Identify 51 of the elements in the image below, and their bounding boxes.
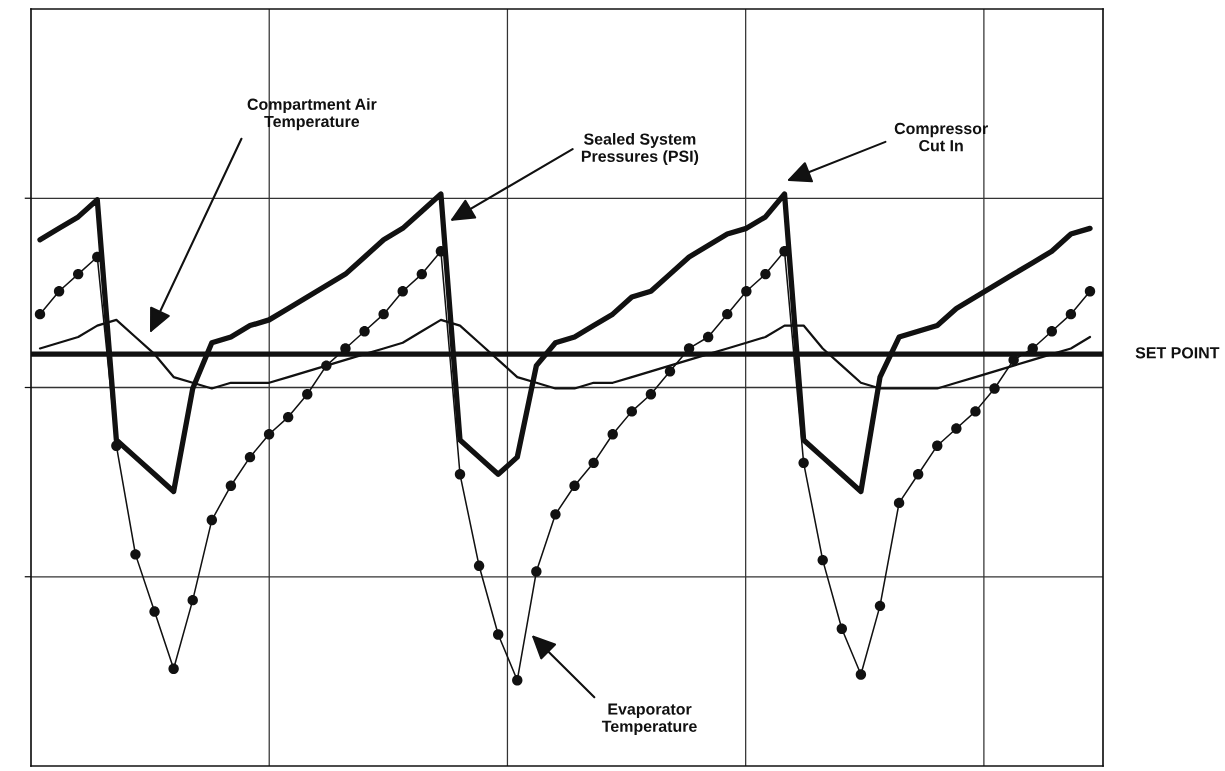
point: [664, 366, 676, 377]
text: Evaporator Temperature: [601, 703, 697, 736]
point: [1065, 308, 1077, 320]
point: [550, 509, 561, 520]
point: [760, 268, 771, 280]
point: [588, 457, 599, 469]
point: [454, 469, 466, 480]
point: [874, 600, 886, 612]
point: [244, 451, 256, 463]
point: [397, 286, 408, 297]
point: [168, 663, 179, 674]
point: [798, 457, 809, 469]
point: [512, 675, 523, 686]
point: [836, 623, 848, 634]
point: [149, 606, 160, 617]
point: [1084, 286, 1096, 297]
text: Sealed System Pressures (PSI): [581, 133, 699, 166]
point: [130, 549, 141, 560]
point: [893, 497, 905, 509]
point: [951, 423, 962, 434]
point: [473, 560, 485, 572]
point: [187, 594, 198, 606]
point: [912, 469, 924, 480]
point: [282, 411, 294, 423]
point: [645, 389, 657, 400]
point: [225, 480, 237, 491]
point: [817, 554, 828, 566]
point: [569, 480, 580, 491]
point: [531, 566, 542, 577]
point: [302, 389, 313, 400]
ref-line-label: SET POINT: [1135, 347, 1220, 359]
point: [416, 268, 428, 280]
point: [72, 268, 84, 280]
point: [263, 429, 275, 440]
point: [1046, 326, 1058, 337]
point: [722, 308, 733, 320]
point: [359, 326, 370, 337]
point: [206, 514, 218, 526]
point: [970, 406, 981, 417]
point: [702, 331, 714, 343]
point: [321, 360, 332, 371]
point: [53, 286, 65, 297]
point: [626, 406, 638, 417]
point: [378, 308, 389, 320]
point: [932, 440, 943, 451]
point: [855, 669, 867, 680]
point: [989, 383, 1000, 394]
point: [34, 308, 46, 320]
point: [492, 629, 504, 640]
point: [607, 429, 618, 440]
point: [741, 286, 752, 297]
